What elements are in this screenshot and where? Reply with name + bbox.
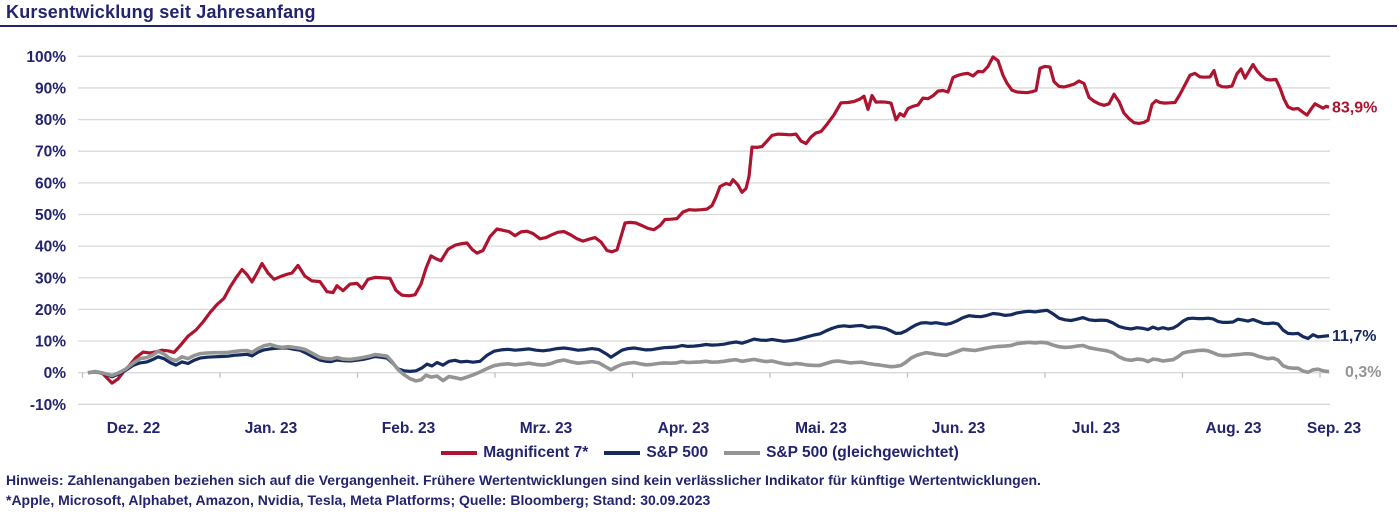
y-tick-label: 50%: [35, 207, 66, 224]
legend-item-magnificent-7: Magnificent 7*: [441, 444, 588, 462]
y-tick-label: 20%: [35, 302, 66, 319]
series-line-sp500: [87, 308, 1330, 379]
chart-legend: Magnificent 7* S&P 500 S&P 500 (gleichge…: [0, 441, 1400, 465]
y-tick-label: 80%: [35, 112, 66, 129]
y-tick-label: 60%: [35, 175, 66, 192]
legend-line-swatch-navy: [604, 451, 641, 455]
x-tick-label: Jul. 23: [1072, 420, 1121, 437]
x-tick-label: Jun. 23: [932, 420, 986, 437]
x-tick-label: Mai. 23: [795, 420, 847, 437]
y-tick-label: 30%: [35, 270, 66, 287]
legend-label: S&P 500 (gleichgewichtet): [766, 444, 959, 461]
y-tick-label: 100%: [26, 49, 66, 66]
x-tick-label: Jan. 23: [245, 420, 298, 437]
legend-item-sp500: S&P 500: [604, 444, 708, 462]
source-text: *Apple, Microsoft, Alphabet, Amazon, Nvi…: [6, 492, 711, 508]
disclaimer-text: Hinweis: Zahlenangaben beziehen sich auf…: [6, 472, 1041, 488]
series-end-label-sp500ew: 0,3%: [1345, 364, 1381, 381]
y-tick-label: 10%: [35, 334, 66, 351]
x-tick-label: Aug. 23: [1206, 420, 1262, 437]
series-end-label-magnificent7: 83,9%: [1332, 100, 1377, 117]
x-tick-label: Apr. 23: [658, 420, 710, 437]
legend-label: S&P 500: [646, 444, 709, 461]
y-tick-label: 40%: [35, 239, 66, 256]
page-title: Kursentwicklung seit Jahresanfang: [6, 2, 316, 22]
y-tick-label: 70%: [35, 144, 66, 161]
x-tick-label: Mrz. 23: [520, 420, 573, 437]
series-end-label-sp500: 11,7%: [1332, 328, 1376, 345]
x-tick-label: Dez. 22: [107, 420, 160, 437]
legend-line-swatch-red: [441, 451, 478, 455]
x-tick-label: Feb. 23: [382, 420, 436, 437]
legend-line-swatch-gray: [724, 451, 761, 455]
legend-label: Magnificent 7*: [483, 444, 589, 461]
y-tick-label: -10%: [30, 397, 66, 414]
footnotes: Hinweis: Zahlenangaben beziehen sich auf…: [6, 470, 1396, 510]
legend-item-sp500-equal-weight: S&P 500 (gleichgewichtet): [724, 444, 959, 462]
series-line-magnificent7: [87, 55, 1330, 385]
x-tick-label: Sep. 23: [1307, 420, 1362, 437]
y-tick-label: 0%: [44, 365, 67, 382]
y-tick-label: 90%: [35, 80, 66, 97]
chart-header: Kursentwicklung seit Jahresanfang: [0, 0, 1397, 27]
series-line-sp500ew: [87, 340, 1330, 383]
